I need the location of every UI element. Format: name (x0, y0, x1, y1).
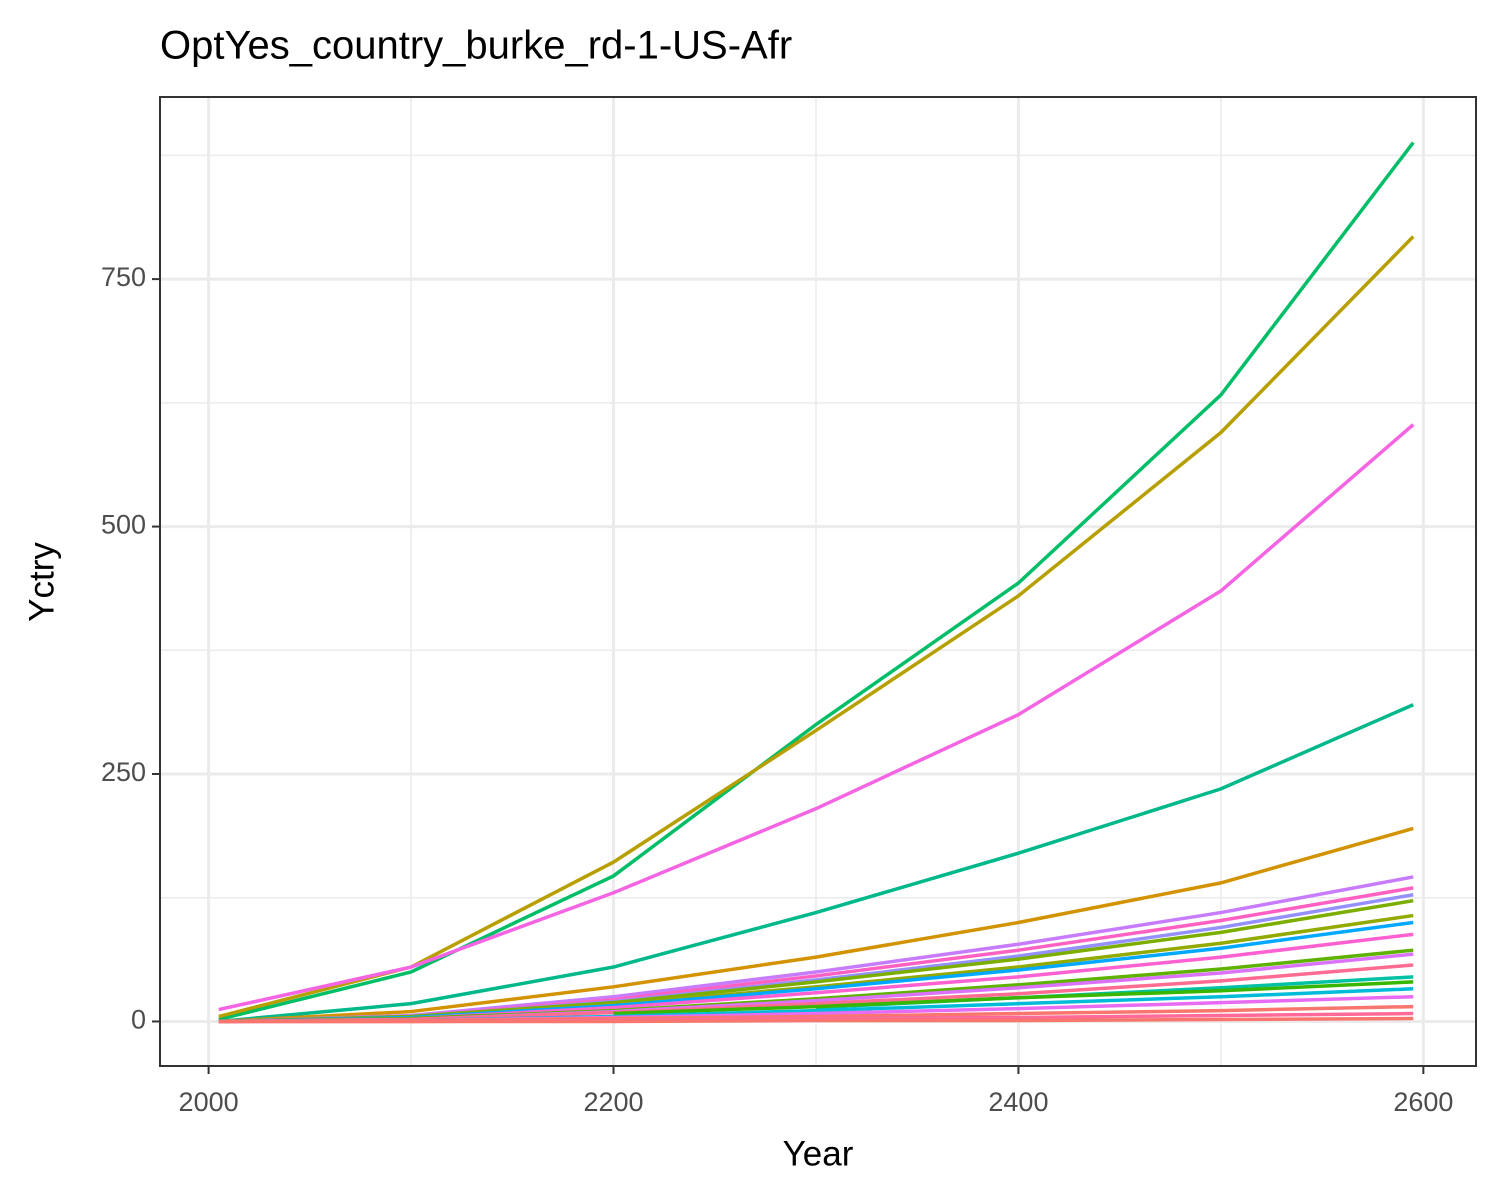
y-tick-label: 500 (101, 510, 146, 540)
x-axis-label: Year (783, 1134, 854, 1173)
x-tick-label: 2600 (1393, 1087, 1453, 1117)
chart-title: OptYes_country_burke_rd-1-US-Afr (160, 24, 792, 68)
series-line (218, 423, 1415, 1012)
y-axis-label: Yctry (22, 542, 61, 622)
x-tick-label: 2200 (583, 1087, 643, 1117)
series-line (218, 141, 1415, 1022)
series-line (218, 1016, 1414, 1024)
y-tick-label: 250 (101, 757, 146, 787)
x-tick-label: 2400 (988, 1087, 1048, 1117)
y-tick-label: 0 (131, 1005, 146, 1035)
series-line (218, 826, 1414, 1024)
series-line (218, 703, 1414, 1024)
x-tick-label: 2000 (179, 1087, 239, 1117)
plot-border (159, 96, 1477, 1067)
y-tick-label: 750 (101, 262, 146, 292)
series-line (613, 980, 1414, 1016)
